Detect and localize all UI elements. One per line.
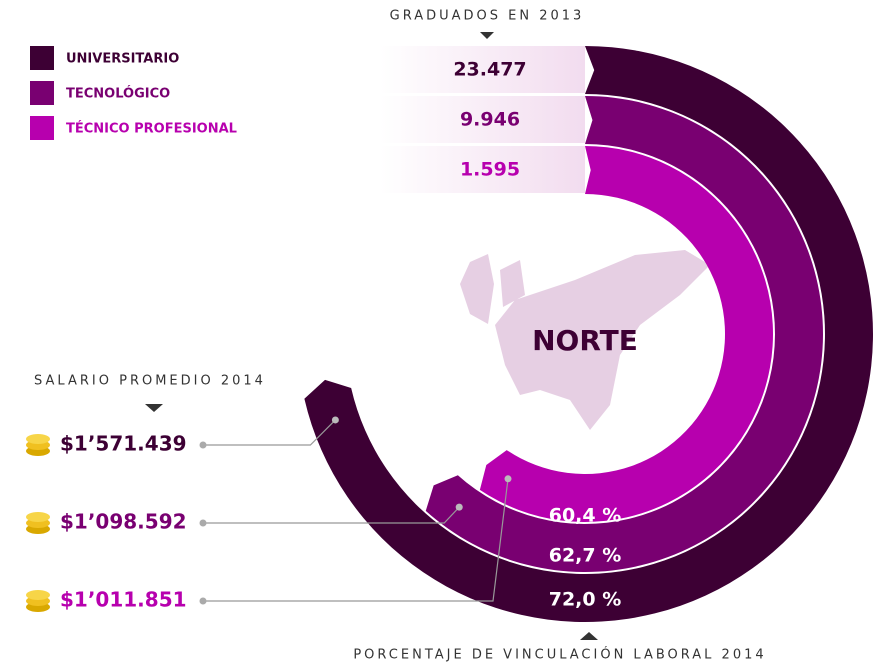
salary-title: SALARIO PROMEDIO 2014 bbox=[34, 374, 266, 389]
graduates-value: 1.595 bbox=[460, 159, 520, 181]
strip bbox=[380, 46, 585, 93]
connector-dot bbox=[331, 416, 339, 424]
employment-value: 72,0 % bbox=[549, 589, 622, 611]
rings: 23.477 72,0 % 9.946 62,7 % 1.595 60,4 % bbox=[304, 46, 873, 623]
arrow bbox=[580, 632, 598, 640]
connector-dot bbox=[199, 519, 207, 527]
graduates-value: 9.946 bbox=[460, 109, 520, 131]
coin bbox=[26, 434, 50, 444]
region-map bbox=[460, 250, 710, 430]
salary-value: $1’571.439 bbox=[60, 432, 187, 456]
employment-value: 62,7 % bbox=[549, 545, 622, 567]
legend-label: TÉCNICO PROFESIONAL bbox=[66, 121, 237, 137]
ring-arc bbox=[479, 146, 774, 522]
legend-swatch bbox=[30, 46, 54, 70]
legend-swatch bbox=[30, 116, 54, 140]
employment-value: 60,4 % bbox=[549, 505, 622, 527]
arrow bbox=[480, 32, 494, 39]
legend-label: UNIVERSITARIO bbox=[66, 52, 179, 67]
connector-dot bbox=[504, 475, 512, 483]
connector-dot bbox=[199, 441, 207, 449]
salary-value: $1’098.592 bbox=[60, 510, 187, 534]
graduates-strips bbox=[380, 46, 585, 193]
connector bbox=[203, 478, 509, 602]
employment-title: PORCENTAJE DE VINCULACIÓN LABORAL 2014 bbox=[353, 647, 766, 663]
connector bbox=[203, 419, 336, 446]
ring-arc bbox=[425, 96, 823, 572]
connector bbox=[203, 506, 460, 524]
graduates-title: GRADUADOS EN 2013 bbox=[390, 9, 585, 24]
graduates-value: 23.477 bbox=[453, 59, 526, 81]
salary-value: $1’011.851 bbox=[60, 588, 187, 612]
connector-dot bbox=[199, 597, 207, 605]
legend-swatch bbox=[30, 81, 54, 105]
strip bbox=[380, 146, 585, 193]
connector-dot bbox=[455, 503, 463, 511]
strip bbox=[380, 96, 585, 143]
legend-label: TECNOLÓGICO bbox=[66, 86, 170, 102]
region-label: NORTE bbox=[532, 324, 638, 357]
coin bbox=[26, 590, 50, 600]
arrow bbox=[145, 404, 163, 412]
coin bbox=[26, 512, 50, 522]
labels: UNIVERSITARIO $1’571.439 TECNOLÓGICO $1’098… bbox=[26, 46, 512, 612]
